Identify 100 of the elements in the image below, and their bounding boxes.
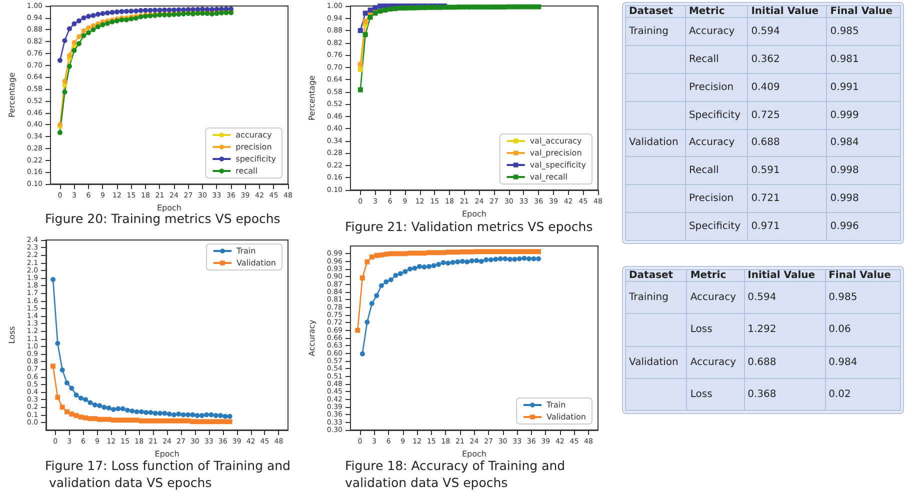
point <box>62 78 68 84</box>
point <box>431 263 436 268</box>
point <box>190 412 196 418</box>
point <box>152 8 158 13</box>
point <box>144 410 149 416</box>
point <box>66 64 72 69</box>
text: 0.985 <box>830 26 859 37</box>
point <box>507 256 512 262</box>
text: 0.721 <box>751 193 780 204</box>
point <box>134 409 140 414</box>
point <box>478 249 484 254</box>
point <box>72 48 77 53</box>
point <box>384 279 389 284</box>
point <box>488 249 494 254</box>
point <box>166 412 172 417</box>
point <box>531 249 536 254</box>
point <box>455 259 460 264</box>
point <box>204 419 210 424</box>
point <box>218 419 224 424</box>
point <box>227 414 232 419</box>
point <box>502 256 508 262</box>
point <box>369 301 374 306</box>
point <box>102 404 107 410</box>
point <box>76 34 82 40</box>
point <box>86 25 91 30</box>
point <box>526 256 532 262</box>
point <box>208 419 214 424</box>
point <box>166 7 172 12</box>
text: 0.362 <box>751 54 780 65</box>
text: Specificity <box>688 110 740 121</box>
text: 0.999 <box>830 110 859 121</box>
point <box>393 272 398 278</box>
point <box>522 256 527 261</box>
point <box>526 4 532 10</box>
point <box>522 249 527 254</box>
point <box>97 403 102 408</box>
point <box>360 275 365 280</box>
point <box>436 262 442 267</box>
point <box>512 256 518 262</box>
point <box>199 419 204 424</box>
point <box>106 416 112 422</box>
category-label: Dataset <box>626 6 686 18</box>
point <box>152 410 158 416</box>
point <box>362 32 368 38</box>
point <box>531 4 536 10</box>
point <box>466 4 472 10</box>
point <box>446 250 451 255</box>
point <box>511 4 516 10</box>
point <box>88 400 93 406</box>
point <box>452 4 457 10</box>
point <box>130 418 135 423</box>
point <box>97 416 102 422</box>
point <box>493 256 498 262</box>
point <box>531 256 536 262</box>
point <box>111 406 116 412</box>
point <box>100 22 106 28</box>
point <box>456 4 462 10</box>
y-axis-title: Loss <box>8 326 16 344</box>
text: Figure 18: Accuracy of Training and validation data VS epochs <box>345 458 570 490</box>
text: 0.984 <box>828 356 858 368</box>
point <box>388 251 394 256</box>
text: Training <box>629 26 668 37</box>
text: Recall <box>688 165 719 176</box>
point <box>172 412 176 418</box>
point <box>110 10 115 15</box>
point <box>194 419 200 424</box>
text: 0.725 <box>751 110 780 121</box>
point <box>133 8 138 14</box>
legend-label: val_recall <box>530 172 568 182</box>
point <box>218 413 224 418</box>
point <box>222 414 228 419</box>
point <box>482 4 487 10</box>
point <box>469 249 474 254</box>
point <box>180 412 186 418</box>
point <box>368 8 373 13</box>
point <box>446 4 452 10</box>
point <box>81 15 86 20</box>
point <box>476 4 482 10</box>
point <box>364 259 370 264</box>
point <box>388 277 394 282</box>
point <box>422 250 427 256</box>
point <box>521 4 526 10</box>
point <box>114 9 120 14</box>
point <box>214 6 220 12</box>
point <box>384 252 389 257</box>
text: Loss <box>690 388 712 400</box>
point <box>60 367 65 372</box>
text: 0.02 <box>828 388 851 400</box>
legend-label: val_accuracy <box>530 136 582 146</box>
point <box>81 28 86 34</box>
y-axis-title: Percentage <box>308 75 316 121</box>
point <box>111 418 116 423</box>
point <box>50 277 56 282</box>
point <box>116 418 121 423</box>
point <box>171 418 176 424</box>
point <box>397 6 402 11</box>
point <box>358 66 363 72</box>
point <box>426 250 432 256</box>
point <box>362 10 368 16</box>
point <box>190 7 196 12</box>
